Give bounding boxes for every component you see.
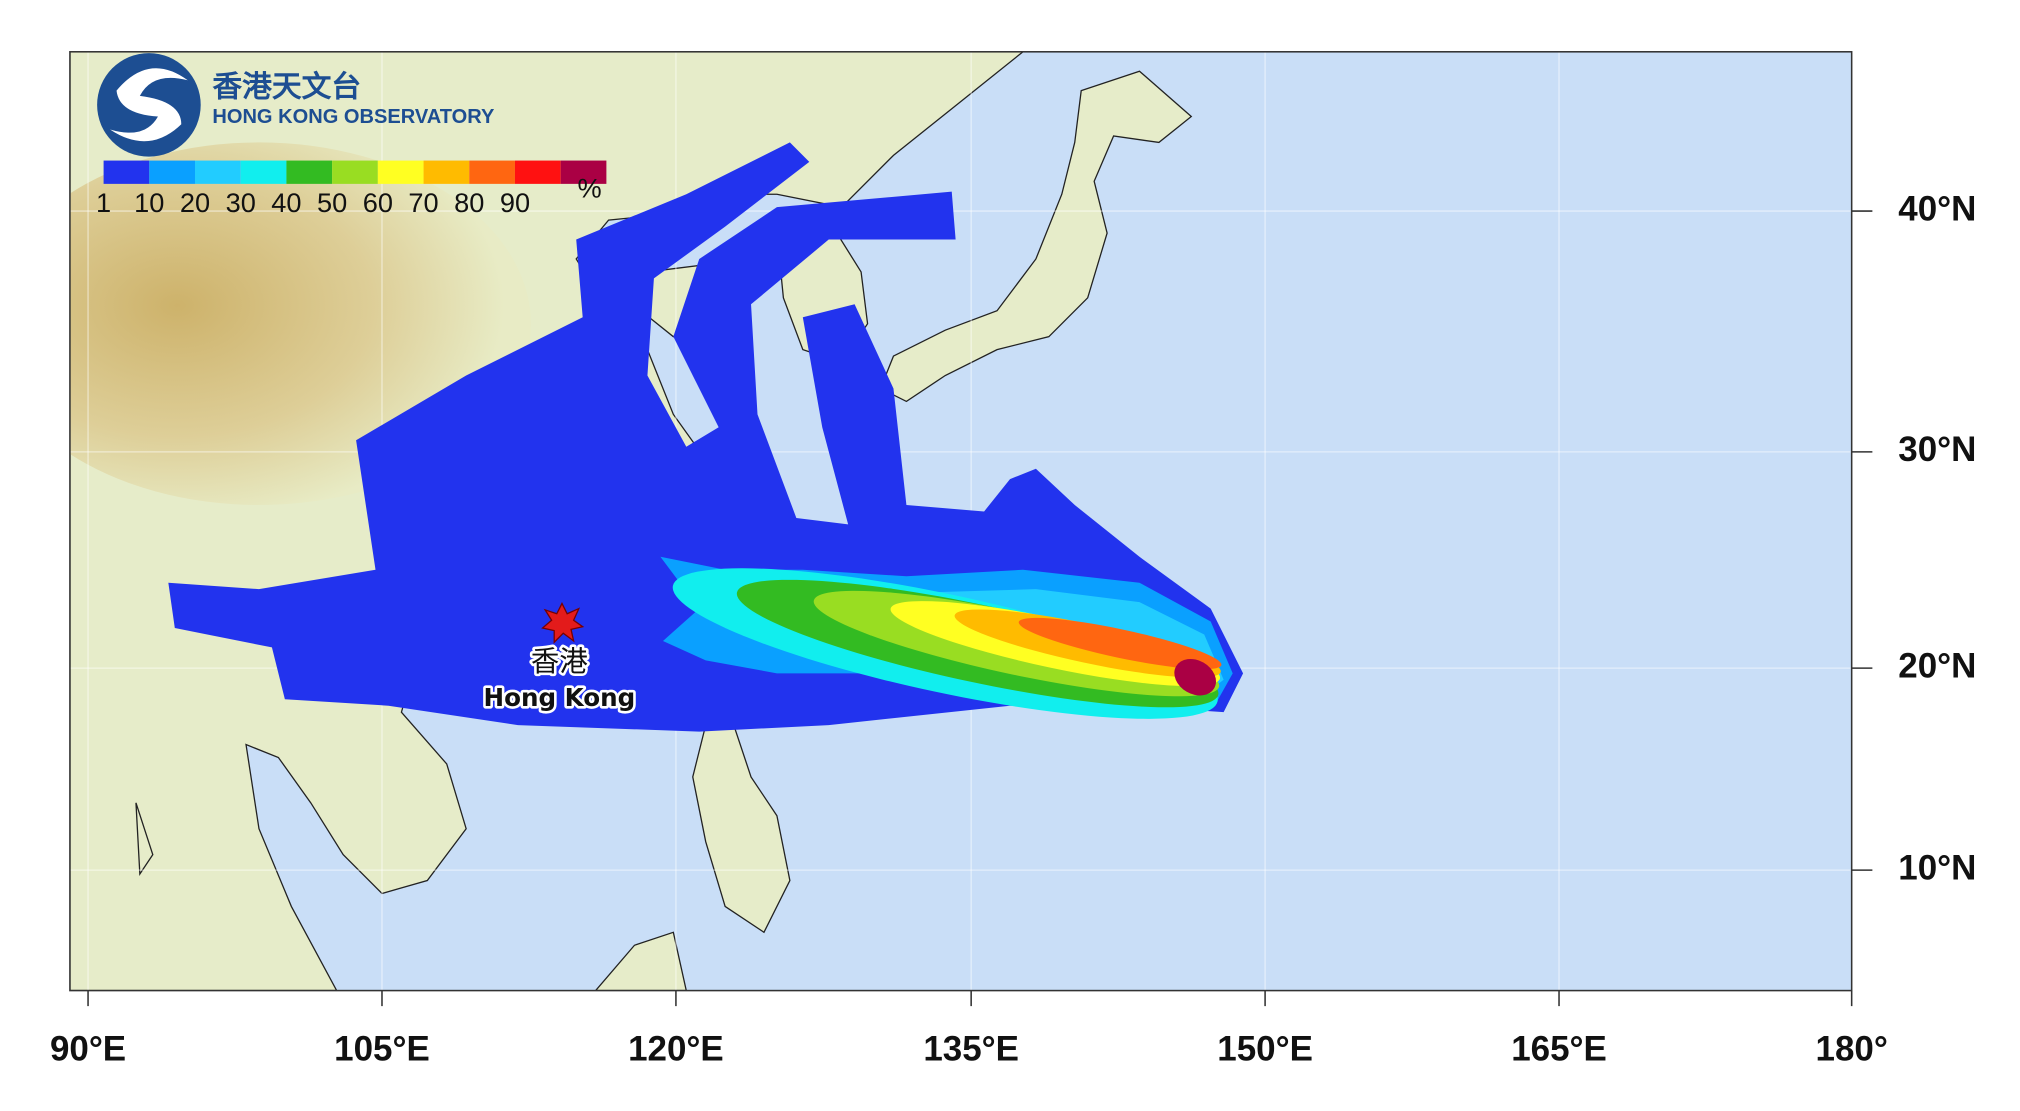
logo-title-zh: 香港天文台	[212, 70, 361, 105]
prob-zone	[1018, 617, 1222, 670]
legend-label: 80	[454, 187, 484, 218]
legend-swatch	[560, 160, 607, 184]
lat-label: 30°N	[1898, 430, 1976, 469]
legend-swatch	[149, 160, 196, 184]
map-frame	[69, 51, 1853, 992]
legend-unit: %	[578, 173, 602, 204]
prob-zone	[1174, 658, 1217, 696]
legend-swatch	[377, 160, 424, 184]
legend-label: 60	[363, 187, 393, 218]
legend-swatch	[423, 160, 470, 184]
lat-label: 20°N	[1898, 646, 1976, 685]
probability-field	[168, 142, 1244, 732]
lon-label: 120°E	[628, 1030, 724, 1069]
lat-label: 40°N	[1898, 189, 1976, 228]
legend-label: 40	[271, 187, 301, 218]
legend-swatch	[514, 160, 561, 184]
hk-marker: 香港 Hong Kong	[481, 601, 638, 715]
legend-swatch	[103, 160, 150, 184]
legend-label: 10	[134, 187, 164, 218]
lon-label: 105°E	[334, 1030, 430, 1069]
lon-label: 180°	[1816, 1030, 1888, 1069]
legend-label: 30	[226, 187, 256, 218]
legend-swatch	[240, 160, 287, 184]
lon-label: 150°E	[1217, 1030, 1313, 1069]
logo: 香港天文台 HONG KONG OBSERVATORY	[97, 53, 495, 157]
legend-swatch	[332, 160, 378, 184]
legend-label: 70	[408, 187, 438, 218]
logo-swirl	[110, 68, 188, 142]
legend-label: 1	[96, 187, 111, 218]
legend-label: 50	[317, 187, 347, 218]
legend: 1 10 20 30 40 50 60 70 80 90%	[96, 160, 607, 218]
logo-title-en: HONG KONG OBSERVATORY	[212, 106, 495, 128]
legend-swatch	[469, 160, 515, 184]
legend-swatch	[195, 160, 241, 184]
axes: 90°E 105°E 120°E 135°E 150°E 165°E 180° 40°N 30°…	[50, 189, 1976, 1068]
lon-label: 165°E	[1511, 1030, 1607, 1069]
hk-label-en: Hong Kong	[483, 683, 635, 712]
hk-label-zh: 香港	[531, 645, 588, 678]
map-area: 香港 Hong Kong 香港天文台 HONG KONG OBSERVATORY…	[69, 51, 1852, 991]
legend-label: 90	[500, 187, 530, 218]
legend-label: 20	[180, 187, 210, 218]
hk-star	[541, 601, 585, 644]
lon-label: 135°E	[923, 1030, 1019, 1069]
legend-swatch	[286, 160, 333, 184]
lon-label: 90°E	[50, 1030, 126, 1069]
lat-label: 10°N	[1898, 848, 1976, 887]
